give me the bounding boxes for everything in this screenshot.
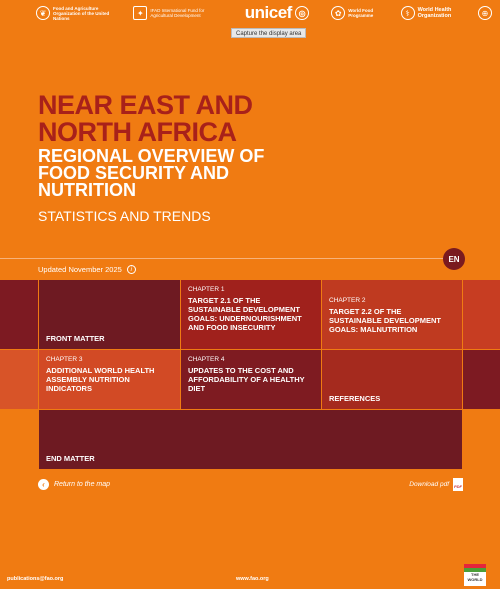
footer: publications@fao.org www.fao.org <box>0 573 500 589</box>
download-pdf-label: Download pdf <box>409 481 449 488</box>
wfp-logo[interactable]: ✿ World Food Programme <box>331 6 378 20</box>
globe-icon: ◎ <box>294 6 309 20</box>
return-to-map-label: Return to the map <box>54 481 111 488</box>
tile-chapter-1[interactable]: CHAPTER 1 TARGET 2.1 OF THE SUSTAINABLE … <box>181 280 321 349</box>
edge-strip-right-middle <box>463 350 500 409</box>
unicef-logo[interactable]: unicef ◎ <box>245 3 309 23</box>
tile-chapter-number: CHAPTER 3 <box>46 356 83 363</box>
partner-logos-bar: ❦ Food and Agriculture Organization of t… <box>0 0 500 26</box>
page-tagline: STATISTICS AND TRENDS <box>38 208 211 224</box>
who-logo[interactable]: ⚕ World Health Organization <box>400 6 456 20</box>
tile-chapter-number: CHAPTER 2 <box>329 297 366 304</box>
badge-stripe <box>464 568 486 572</box>
action-bar: ‹ Return to the map Download pdf PDF <box>38 478 463 491</box>
tile-label: TARGET 2.1 OF THE SUSTAINABLE DEVELOPMEN… <box>188 296 302 332</box>
tile-chapter-3[interactable]: CHAPTER 3 ADDITIONAL WORLD HEALTH ASSEMB… <box>39 350 180 409</box>
badge-text: THE WORLD <box>467 572 483 582</box>
hero-title-block: NEAR EAST AND NORTH AFRICA REGIONAL OVER… <box>38 90 318 225</box>
tile-label: REFERENCES <box>329 394 381 403</box>
tile-chapter-number: CHAPTER 4 <box>188 356 225 363</box>
footer-website-link[interactable]: www.fao.org <box>236 576 269 582</box>
edge-strip-left-middle <box>0 350 38 409</box>
fao-logo[interactable]: ❦ Food and Agriculture Organization of t… <box>36 6 111 21</box>
tile-label: UPDATES TO THE COST AND AFFORDABILITY OF… <box>188 366 305 393</box>
tile-label: FRONT MATTER <box>46 334 105 343</box>
info-icon[interactable]: i <box>126 265 136 274</box>
badge-stripe <box>464 564 486 568</box>
wmo-emblem-icon: ⊕ <box>477 6 492 20</box>
who-emblem-icon: ⚕ <box>400 6 415 20</box>
tile-label: ADDITIONAL WORLD HEALTH ASSEMBLY NUTRITI… <box>46 366 155 393</box>
sofi-badge[interactable]: THE WORLD <box>464 564 486 586</box>
footer-email-link[interactable]: publications@fao.org <box>7 576 64 582</box>
page-subtitle: REGIONAL OVERVIEW OF FOOD SECURITY AND N… <box>38 146 265 200</box>
divider <box>0 258 445 259</box>
tile-chapter-2[interactable]: CHAPTER 2 TARGET 2.2 OF THE SUSTAINABLE … <box>322 280 462 349</box>
wheat-emblem-icon: ❦ <box>36 6 50 20</box>
tile-front-matter[interactable]: FRONT MATTER <box>39 280 180 349</box>
ifad-icon: ✦ <box>133 6 148 20</box>
unicef-logo-text: unicef <box>244 3 293 22</box>
tile-end-matter[interactable]: END MATTER <box>39 410 462 469</box>
who-logo-text: World Health Organization <box>417 7 452 19</box>
ifad-logo[interactable]: ✦ IFAD International Fund for Agricultur… <box>133 6 222 20</box>
updated-date: Updated November 2025 <box>38 265 122 274</box>
wmo-logo[interactable]: ⊕ <box>477 6 492 20</box>
fao-logo-text: Food and Agriculture Organization of the… <box>53 5 110 21</box>
page-title: NEAR EAST AND NORTH AFRICA <box>38 90 253 147</box>
tile-chapter-4[interactable]: CHAPTER 4 UPDATES TO THE COST AND AFFORD… <box>181 350 321 409</box>
edge-strip-right-top <box>463 280 500 349</box>
wfp-icon: ✿ <box>331 6 346 20</box>
pdf-file-icon: PDF <box>453 478 463 491</box>
capture-display-button[interactable]: Capture the display area <box>231 28 307 38</box>
download-pdf-link[interactable]: Download pdf PDF <box>409 478 463 491</box>
wfp-logo-text: World Food Programme <box>348 8 374 18</box>
tile-chapter-number: CHAPTER 1 <box>188 286 225 293</box>
tile-references[interactable]: REFERENCES <box>322 350 462 409</box>
ifad-logo-text: IFAD International Fund for Agricultural… <box>150 8 205 18</box>
language-selector[interactable]: EN <box>443 248 465 270</box>
tile-label: END MATTER <box>46 454 95 463</box>
tile-label: TARGET 2.2 OF THE SUSTAINABLE DEVELOPMEN… <box>329 307 441 334</box>
arrow-left-icon: ‹ <box>38 479 49 490</box>
edge-strip-left-top <box>0 280 38 349</box>
updated-info: Updated November 2025 i <box>38 265 136 274</box>
return-to-map-link[interactable]: ‹ Return to the map <box>38 479 110 490</box>
